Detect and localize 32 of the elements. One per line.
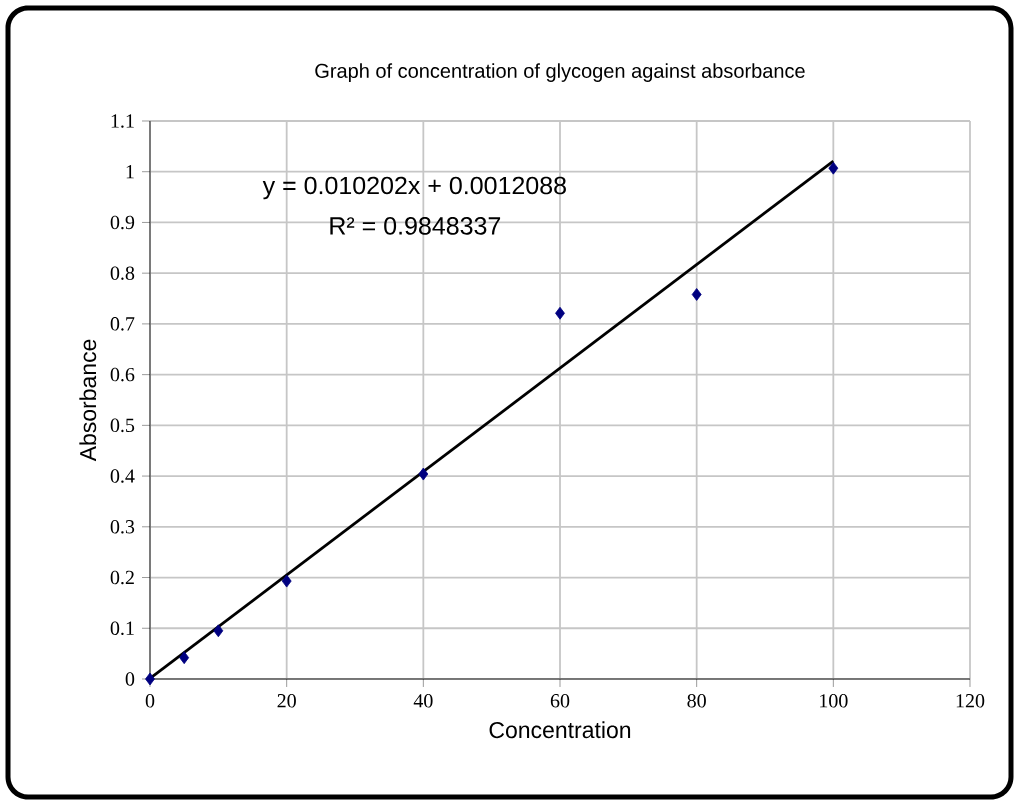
- point: [145, 672, 155, 686]
- point: [213, 624, 224, 638]
- x-tick-label: 20: [277, 694, 296, 708]
- y-tick-label: 0.6: [110, 367, 135, 382]
- x-tick-label: 100: [820, 694, 848, 708]
- y-tick-label: 0.8: [110, 266, 135, 280]
- annotation: y = 0.010202x + 0.0012088: [262, 176, 566, 200]
- x-tick-label: 40: [413, 694, 433, 708]
- chart-title: Graph of concentration of glycogen against absorbance: [315, 63, 805, 82]
- y-tick-label: 0.5: [110, 418, 135, 433]
- y-tick-label: 0.3: [110, 520, 135, 534]
- y-tick-label: 0.2: [110, 570, 134, 585]
- x-tick-label: 120: [956, 694, 985, 708]
- y-tick-label: 0.7: [110, 317, 135, 331]
- point: [691, 288, 702, 301]
- y-tick-label: 0.1: [110, 621, 134, 636]
- x-tick-label: 60: [550, 694, 570, 708]
- point: [281, 574, 292, 588]
- point: [179, 651, 190, 665]
- x-axis-title: Concentration: [489, 721, 631, 739]
- x-tick-label: 0: [145, 694, 155, 708]
- point: [828, 161, 839, 175]
- point: [418, 467, 429, 481]
- y-tick-label: 1: [126, 165, 134, 179]
- y-tick-label: 0.4: [110, 469, 135, 483]
- y-tick-label: 0: [125, 672, 135, 686]
- y-tick-label: 0.9: [110, 215, 135, 230]
- y-axis-title: Absorbance: [79, 339, 97, 462]
- x-tick-label: 80: [687, 694, 706, 708]
- annotation: R² = 0.9848337: [330, 217, 501, 235]
- y-tick-label: 1.1: [111, 114, 134, 128]
- point: [555, 306, 565, 320]
